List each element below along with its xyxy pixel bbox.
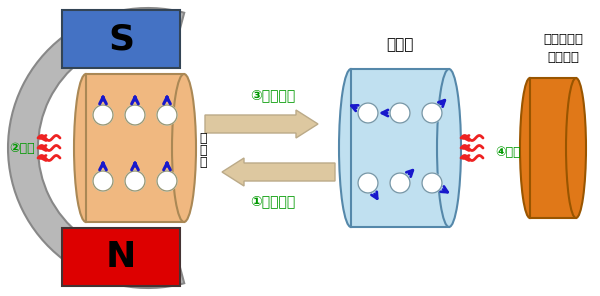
Circle shape xyxy=(358,173,378,193)
Circle shape xyxy=(422,173,442,193)
Bar xyxy=(530,78,576,218)
Ellipse shape xyxy=(566,78,586,218)
Ellipse shape xyxy=(339,69,363,227)
Circle shape xyxy=(422,103,442,123)
Circle shape xyxy=(358,103,378,123)
Text: 磁性体: 磁性体 xyxy=(386,37,413,52)
Ellipse shape xyxy=(437,69,461,227)
Wedge shape xyxy=(8,8,184,288)
FancyArrow shape xyxy=(222,158,335,186)
Ellipse shape xyxy=(172,74,196,222)
Circle shape xyxy=(125,105,145,125)
Text: ②放熱: ②放熱 xyxy=(9,141,35,155)
Bar xyxy=(62,228,180,286)
Text: 性: 性 xyxy=(199,144,206,157)
Circle shape xyxy=(93,105,113,125)
Circle shape xyxy=(125,171,145,191)
Text: ③断熱消磁: ③断熱消磁 xyxy=(250,88,295,102)
Bar xyxy=(351,68,401,228)
Text: N: N xyxy=(106,240,136,274)
Circle shape xyxy=(390,173,410,193)
Ellipse shape xyxy=(520,78,540,218)
Bar xyxy=(351,69,449,227)
Circle shape xyxy=(157,171,177,191)
Ellipse shape xyxy=(74,74,98,222)
Bar xyxy=(86,74,184,222)
Text: ④吸熱: ④吸熱 xyxy=(495,146,521,158)
Circle shape xyxy=(93,171,113,191)
Bar xyxy=(530,77,554,219)
Bar xyxy=(86,73,136,223)
Bar xyxy=(62,10,180,68)
Text: 体: 体 xyxy=(199,155,206,168)
Text: 磁: 磁 xyxy=(199,131,206,144)
FancyArrow shape xyxy=(205,110,318,138)
Text: ①断熱励磁: ①断熱励磁 xyxy=(250,194,295,208)
Circle shape xyxy=(157,105,177,125)
Circle shape xyxy=(390,103,410,123)
Text: 冷やすもの
水素など: 冷やすもの 水素など xyxy=(543,33,583,64)
Text: S: S xyxy=(108,22,134,56)
